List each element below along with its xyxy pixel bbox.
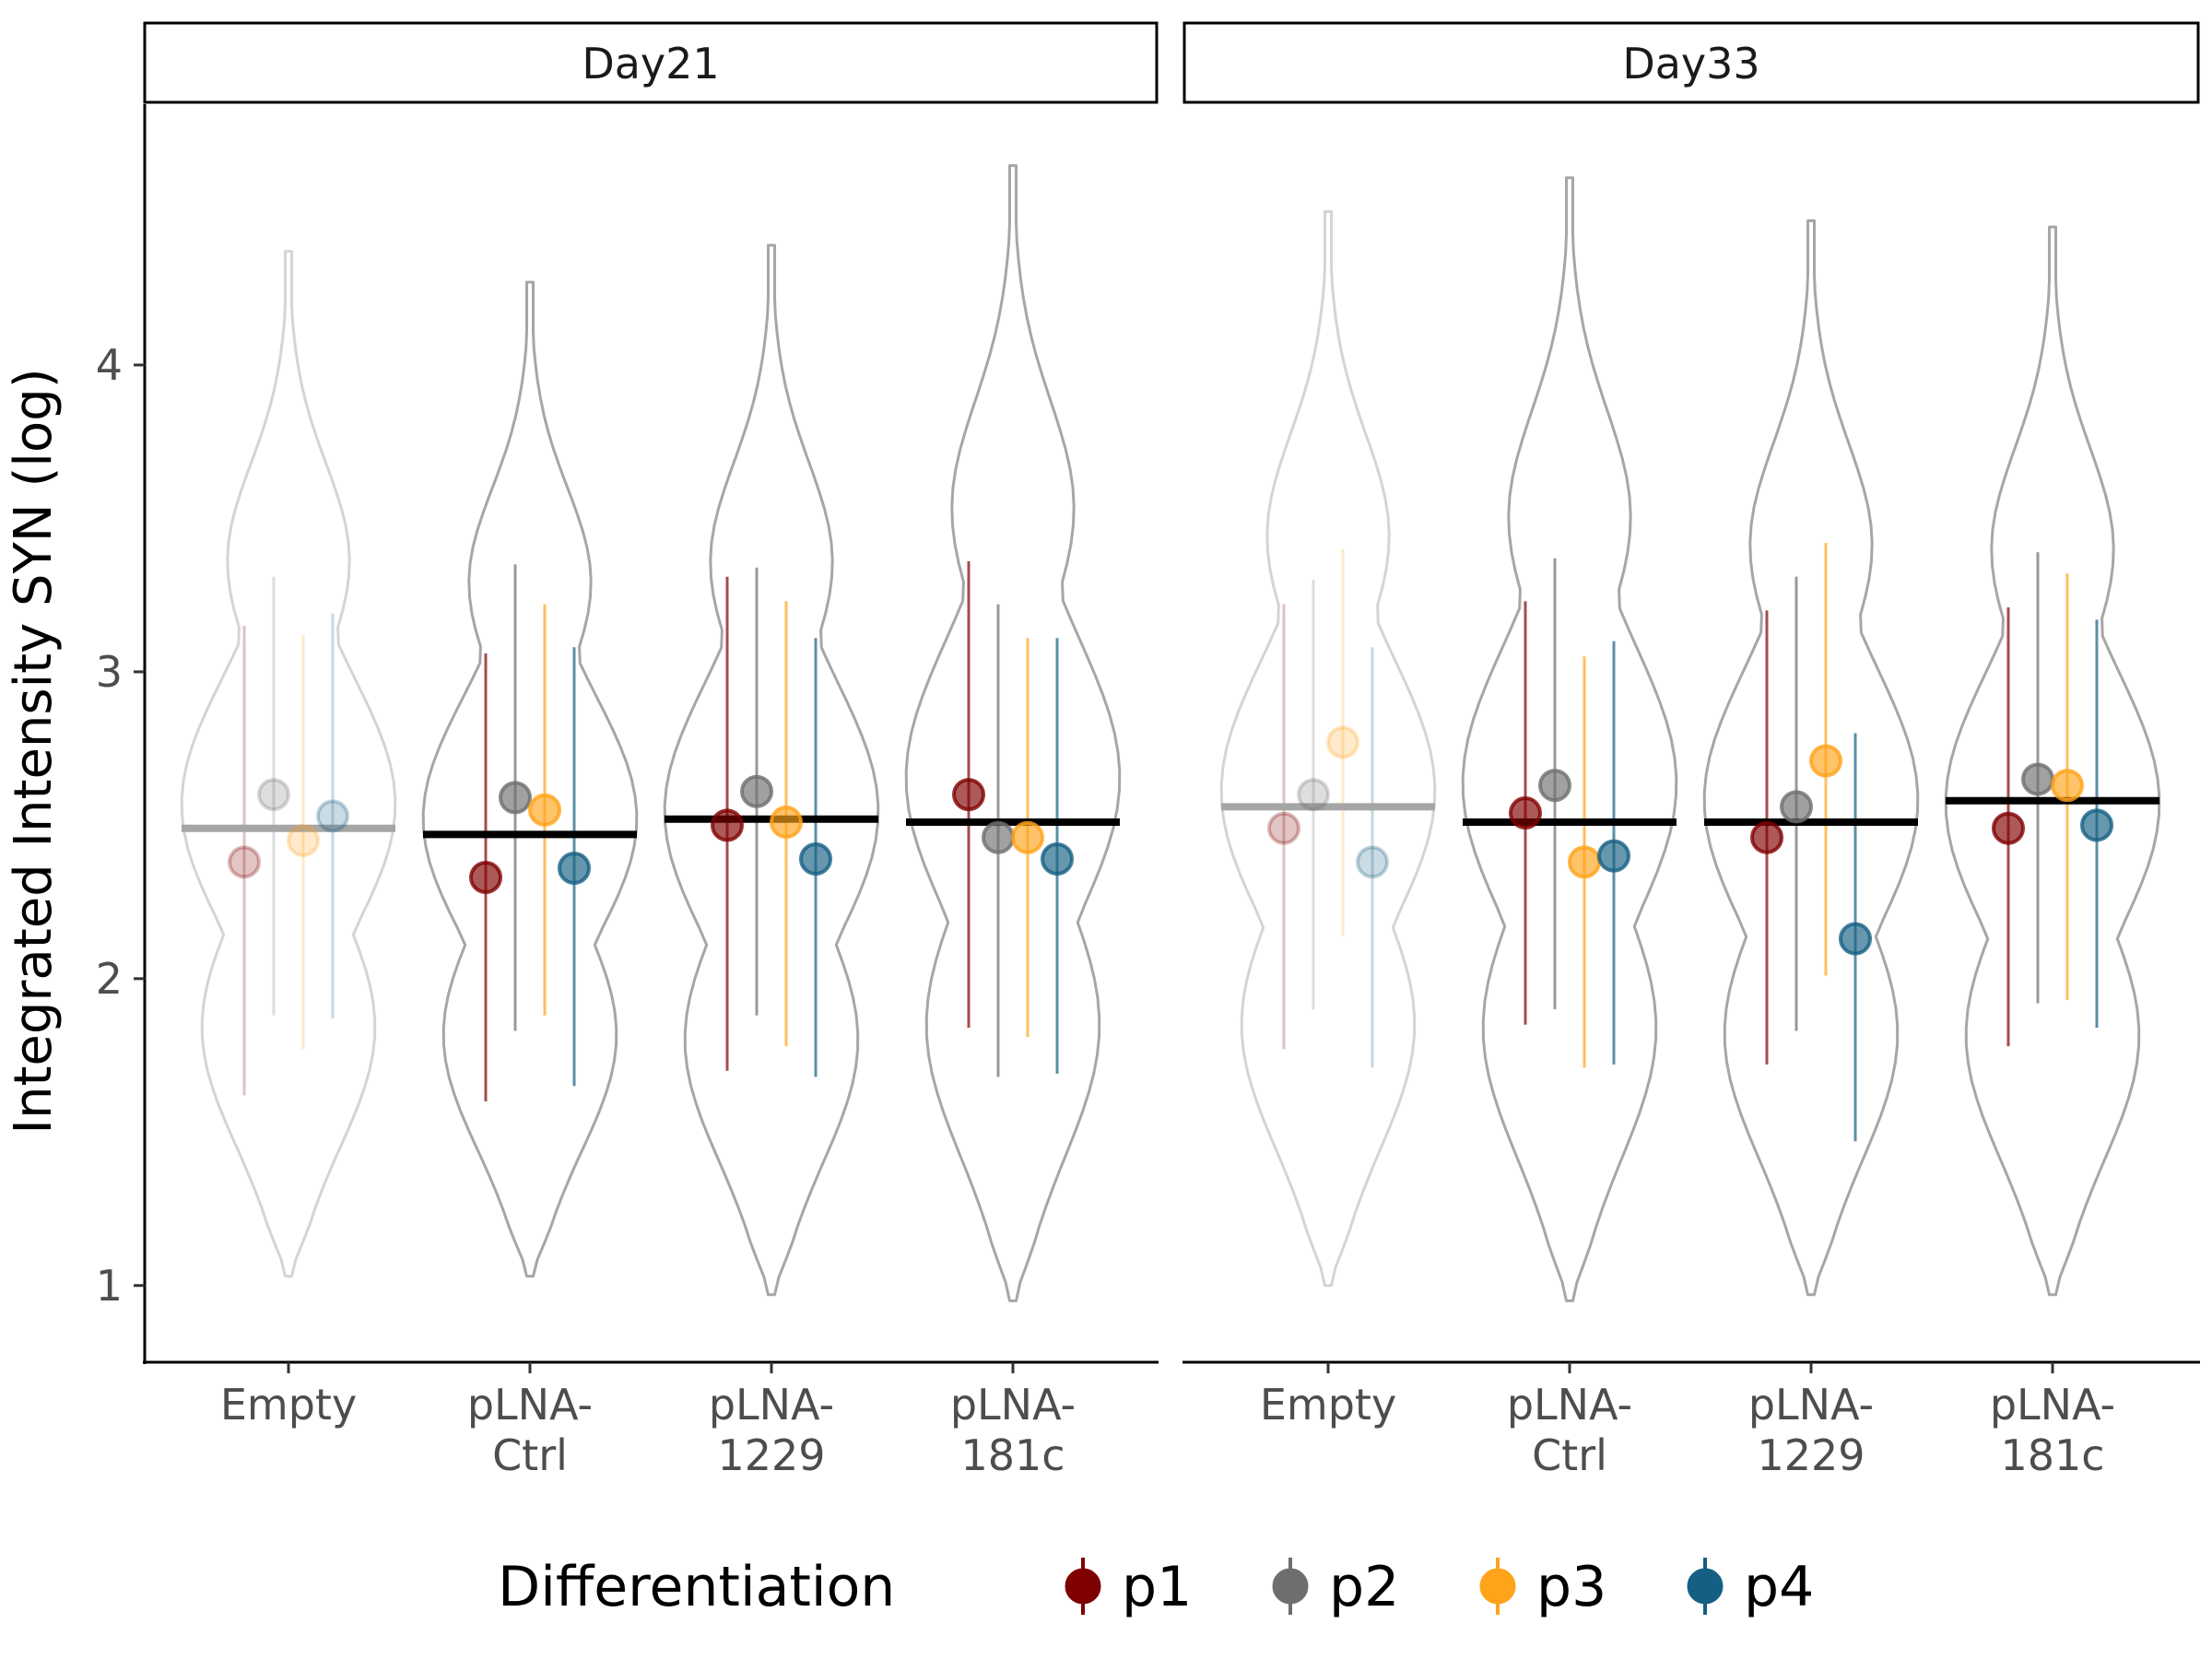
x-tick-label: Empty	[1260, 1380, 1396, 1430]
legend-item-p3: p3	[1479, 1555, 1606, 1619]
data-point-p4	[1356, 845, 1389, 879]
data-point-p2	[1538, 769, 1571, 803]
data-point-p1	[711, 808, 744, 842]
y-axis: 1 2 3 4	[96, 104, 147, 1364]
data-point-p4	[2080, 808, 2113, 842]
legend-key-dot	[1687, 1568, 1724, 1605]
y-tick-label: 2	[96, 954, 123, 1004]
violin-shape	[180, 250, 397, 1278]
category-group: pLNA-1229	[663, 243, 880, 1480]
x-tick-label: Ctrl	[1532, 1430, 1607, 1480]
x-tick-label: pLNA-	[1990, 1380, 2115, 1430]
legend-label: p2	[1329, 1555, 1399, 1619]
data-point-p4	[1041, 842, 1074, 876]
violin-shape	[1461, 176, 1678, 1302]
category-group: pLNA-Ctrl	[421, 280, 639, 1480]
data-point-p2	[740, 774, 773, 808]
y-tick-label: 1	[96, 1261, 123, 1311]
legend-label: p1	[1122, 1555, 1192, 1619]
x-tick-label: pLNA-	[467, 1380, 593, 1430]
category-group: pLNA-181c	[1944, 225, 2161, 1480]
data-point-p1	[228, 845, 261, 879]
category-group: pLNA-1229	[1702, 219, 1920, 1480]
data-point-p3	[1568, 845, 1601, 879]
facet-strip-label: Day33	[1622, 39, 1759, 88]
legend-key-dot	[1065, 1568, 1101, 1605]
data-point-p3	[1326, 725, 1359, 759]
legend-label: p3	[1536, 1555, 1606, 1619]
data-point-p4	[558, 851, 591, 885]
data-point-p1	[1992, 811, 2025, 845]
facet-strip-label: Day21	[582, 39, 719, 88]
data-point-p4	[1597, 839, 1630, 873]
data-point-p2	[982, 820, 1015, 854]
data-point-p3	[528, 793, 561, 827]
legend-item-p4: p4	[1687, 1555, 1814, 1619]
x-tick-label: pLNA-	[709, 1380, 834, 1430]
data-point-p3	[2051, 769, 2084, 803]
x-tick-label: 181c	[960, 1430, 1065, 1480]
category-group: Empty	[180, 250, 397, 1430]
x-tick-label: pLNA-	[1748, 1380, 1874, 1430]
violin-shape	[421, 280, 639, 1278]
violin-shape	[1702, 219, 1920, 1297]
violin-shape	[1944, 225, 2161, 1297]
data-point-p1	[1267, 811, 1300, 845]
y-axis-title: Integrated Intensity SYN (log)	[4, 368, 64, 1134]
data-point-p2	[1780, 790, 1813, 824]
data-point-p4	[316, 799, 349, 833]
violin-shape	[904, 164, 1122, 1302]
data-point-p1	[469, 860, 502, 894]
x-tick-label: Ctrl	[492, 1430, 568, 1480]
data-point-p1	[1750, 820, 1783, 854]
x-tick-label: pLNA-	[950, 1380, 1076, 1430]
legend-label: p4	[1744, 1555, 1814, 1619]
legend: Differentiation p1 p2 p3 p4	[498, 1555, 1814, 1619]
data-point-p3	[770, 806, 803, 840]
legend-item-p1: p1	[1065, 1555, 1192, 1619]
x-tick-label: 181c	[2000, 1430, 2104, 1480]
y-tick-label: 4	[96, 340, 123, 390]
legend-title: Differentiation	[498, 1555, 895, 1619]
data-point-p2	[499, 781, 532, 815]
data-point-p2	[257, 778, 290, 812]
data-point-p4	[1839, 922, 1872, 956]
y-tick-label: 3	[96, 647, 123, 697]
x-tick-label: 1229	[1757, 1430, 1865, 1480]
data-point-p3	[1011, 820, 1044, 854]
data-point-p1	[952, 778, 985, 812]
category-group: Empty	[1219, 210, 1437, 1430]
violin-shape	[663, 243, 880, 1297]
x-tick-label: 1229	[717, 1430, 825, 1480]
violin-shape	[1219, 210, 1437, 1288]
data-point-p3	[287, 824, 320, 858]
data-point-p2	[2021, 762, 2054, 796]
legend-key-dot	[1479, 1568, 1516, 1605]
category-group: pLNA-Ctrl	[1461, 176, 1678, 1480]
facet-strip	[143, 21, 1159, 104]
x-tick-label: pLNA-	[1507, 1380, 1632, 1430]
data-point-p3	[1809, 744, 1842, 778]
legend-key-dot	[1272, 1568, 1309, 1605]
data-point-p2	[1297, 778, 1330, 812]
x-tick-label: Empty	[220, 1380, 357, 1430]
data-point-p4	[799, 842, 832, 876]
legend-item-p2: p2	[1272, 1555, 1399, 1619]
category-group: pLNA-181c	[904, 164, 1122, 1480]
facet-strip	[1182, 21, 2200, 104]
data-point-p1	[1509, 796, 1542, 830]
